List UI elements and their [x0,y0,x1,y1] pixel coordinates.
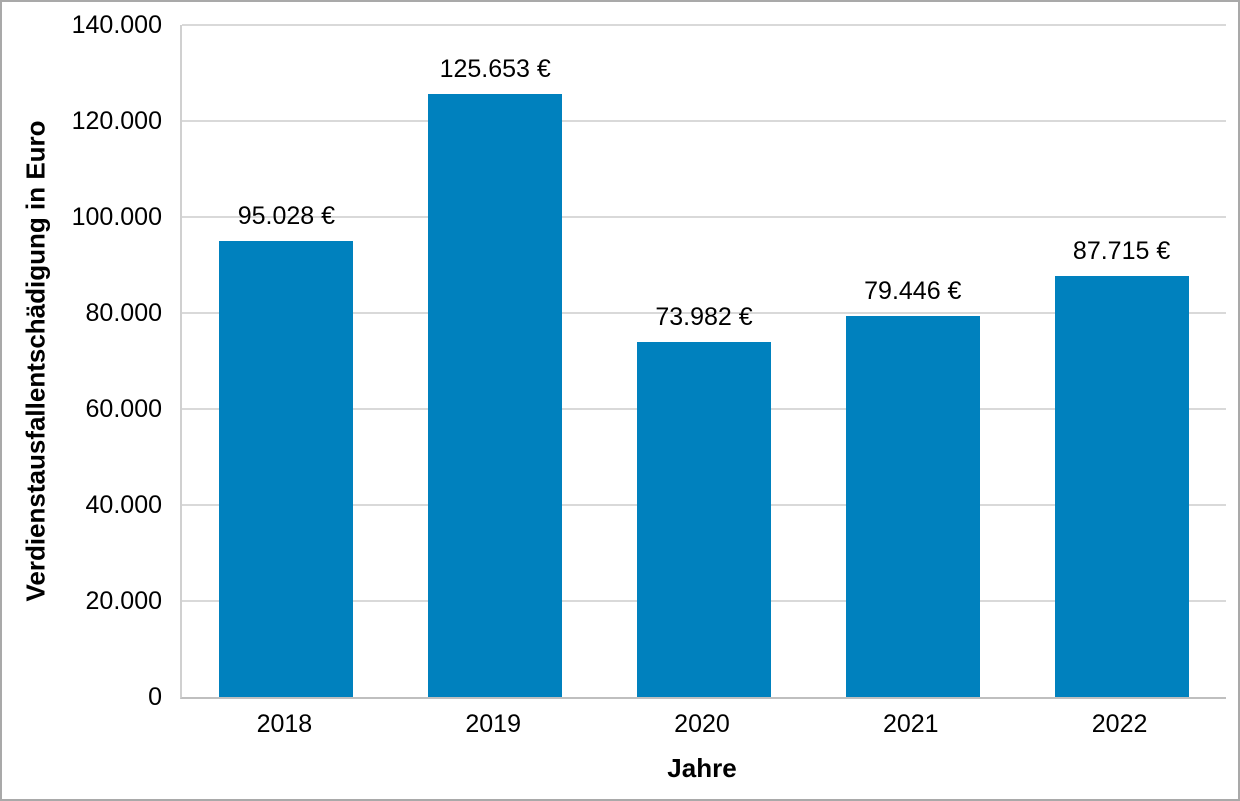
y-tick-label: 40.000 [85,491,162,519]
y-tick-label: 20.000 [85,587,162,615]
bar-2021 [845,315,980,697]
gridline [182,24,1226,26]
bar-2018 [219,240,354,697]
x-tick-label: 2020 [674,710,730,738]
y-tick-label: 60.000 [85,395,162,423]
x-tick-label: 2019 [465,710,521,738]
bar-value-label: 73.982 € [655,302,753,331]
y-tick-label: 0 [148,683,162,711]
x-tick-label: 2021 [882,710,939,738]
x-axis-title: Jahre [667,753,737,783]
y-tick-label: 80.000 [85,299,162,327]
gridline [182,312,1226,314]
bar-value-label: 95.028 € [237,201,336,230]
bar-2019 [428,93,563,697]
y-tick-label: 140.000 [71,11,162,39]
gridline [182,120,1226,122]
y-tick-label: 100.000 [71,203,162,231]
gridline [182,216,1226,218]
bar-2022 [1054,275,1189,697]
x-tick-label: 2022 [1091,710,1148,738]
x-tick-label: 2018 [256,710,313,738]
bar-2020 [637,341,771,697]
y-axis-title: Verdienstausfallentschädigung in Euro [20,120,51,602]
bar-value-label: 87.715 € [1072,236,1171,265]
bar-value-label: 79.446 € [864,276,962,305]
plot-area: 95.028 € 125.653 € 73.982 € 79.446 € 87.715 … [180,24,1226,699]
bar-value-label: 125.653 € [439,54,551,83]
y-tick-label: 120.000 [71,107,162,135]
